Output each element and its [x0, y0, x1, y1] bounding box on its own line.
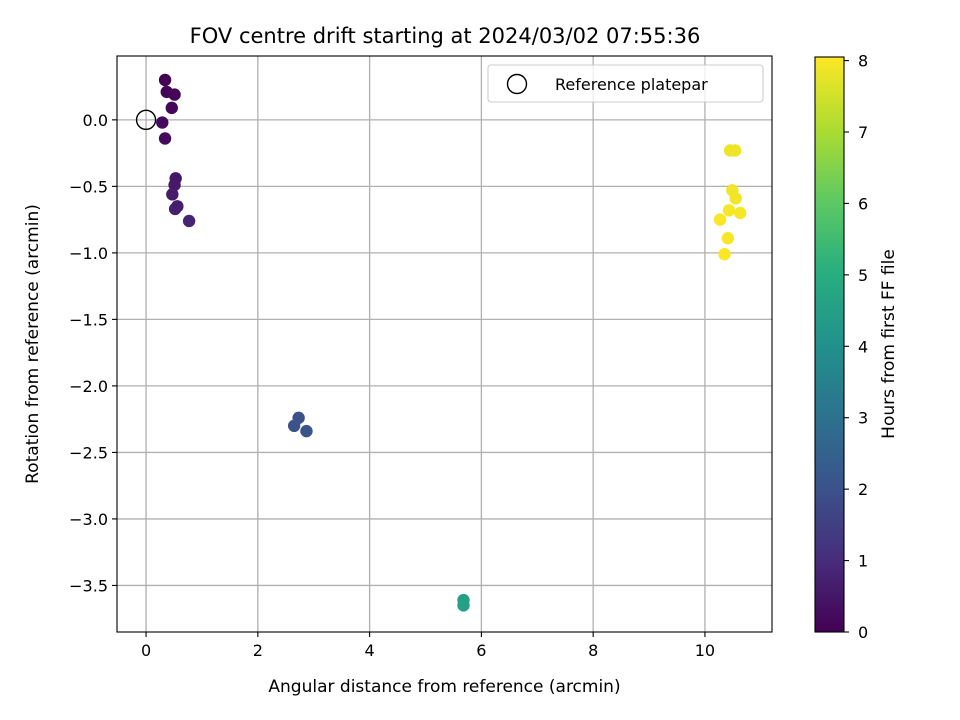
data-point: [182, 214, 196, 228]
data-point: [166, 188, 179, 201]
legend-box: [487, 64, 764, 103]
y-tick-label: −1.5: [69, 310, 108, 329]
data-point: [721, 232, 735, 245]
colorbar-label: Hours from first FF file: [879, 249, 899, 439]
legend-reference-symbol: [506, 73, 528, 95]
reference-platepar-marker: [135, 109, 157, 131]
legend: Reference platepar: [487, 64, 764, 103]
data-point: [168, 88, 181, 101]
plot-frame: [116, 55, 773, 633]
colorbar-tick-label: 4: [858, 337, 868, 356]
x-tick-label: 4: [365, 641, 375, 660]
data-point: [158, 132, 172, 145]
data-point: [165, 101, 178, 115]
colorbar-tick-label: 5: [858, 266, 868, 285]
axis-ticks: 0 2 4 6 8 10 0.0 −0.5 −1.0 −1.5 −2.0 −2.5 −3.0 −3.5: [69, 111, 715, 660]
data-point: [287, 419, 301, 433]
colorbar-tick-label: 3: [858, 409, 868, 428]
y-tick-label: −3.0: [69, 510, 108, 529]
data-point: [722, 204, 736, 217]
y-axis-label: Rotation from reference (arcmin): [23, 204, 43, 484]
colorbar-tick-label: 2: [858, 480, 868, 499]
colorbar-tick-label: 0: [858, 623, 868, 642]
y-tick-label: 0.0: [83, 111, 108, 130]
y-tick-label: −2.5: [69, 443, 108, 462]
y-tick-label: −2.0: [69, 377, 108, 396]
data-points: [156, 73, 747, 612]
y-tick-label: −0.5: [69, 177, 108, 196]
colorbar-tick-label: 1: [858, 552, 868, 571]
data-point: [713, 213, 727, 226]
x-tick-label: 6: [476, 641, 486, 660]
colorbar-tick-label: 6: [858, 194, 868, 213]
grid: [117, 56, 772, 632]
colorbar: [814, 56, 845, 633]
data-point: [158, 73, 172, 87]
y-tick-label: −3.5: [69, 576, 108, 595]
data-point: [156, 116, 169, 129]
data-point: [729, 192, 742, 205]
x-tick-label: 0: [141, 641, 151, 660]
data-point: [168, 202, 182, 216]
data-point: [457, 599, 470, 612]
legend-entry-reference-platepar: Reference platepar: [555, 75, 708, 94]
data-point: [728, 144, 742, 157]
data-point: [300, 424, 313, 438]
data-point: [718, 248, 731, 261]
colorbar-tick-label: 8: [858, 52, 868, 71]
x-axis-label: Angular distance from reference (arcmin): [268, 677, 620, 697]
colorbar-tick-label: 7: [858, 123, 868, 142]
x-tick-label: 2: [253, 641, 263, 660]
colorbar-ticks: 0 1 2 3 4 5 6 7 8: [844, 52, 868, 642]
data-point: [168, 178, 181, 192]
x-tick-label: 8: [588, 641, 598, 660]
x-tick-label: 10: [695, 641, 715, 660]
y-tick-label: −1.0: [69, 244, 108, 263]
data-point: [733, 206, 747, 220]
chart-title: FOV centre drift starting at 2024/03/02 …: [190, 24, 701, 48]
